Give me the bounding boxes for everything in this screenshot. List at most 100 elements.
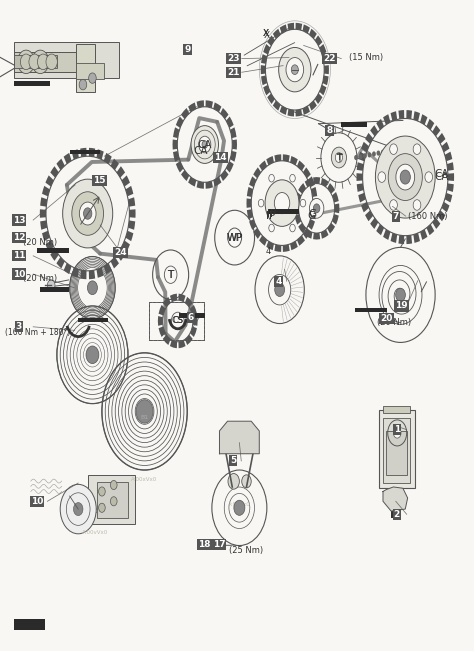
Polygon shape xyxy=(313,233,320,240)
Polygon shape xyxy=(261,65,265,74)
Polygon shape xyxy=(322,54,328,64)
Circle shape xyxy=(310,199,324,218)
Polygon shape xyxy=(128,221,135,230)
Polygon shape xyxy=(376,119,384,130)
Circle shape xyxy=(396,288,405,301)
Circle shape xyxy=(89,73,96,83)
Polygon shape xyxy=(72,149,79,159)
Polygon shape xyxy=(89,270,95,279)
Polygon shape xyxy=(170,340,177,348)
Circle shape xyxy=(209,202,260,273)
Polygon shape xyxy=(129,209,136,218)
Circle shape xyxy=(335,152,343,163)
Polygon shape xyxy=(267,35,275,46)
Polygon shape xyxy=(220,170,228,181)
Circle shape xyxy=(263,25,327,114)
Polygon shape xyxy=(361,142,369,152)
Polygon shape xyxy=(163,335,171,345)
Bar xyxy=(149,302,204,340)
Text: 2: 2 xyxy=(393,510,400,519)
Circle shape xyxy=(258,20,331,120)
Text: 7: 7 xyxy=(392,212,399,221)
Text: 8: 8 xyxy=(326,126,333,135)
Polygon shape xyxy=(159,305,165,315)
Circle shape xyxy=(269,224,274,232)
Polygon shape xyxy=(110,257,119,268)
Text: IP: IP xyxy=(265,211,275,221)
Circle shape xyxy=(99,503,105,512)
Circle shape xyxy=(205,460,274,555)
Text: (15 Nm): (15 Nm) xyxy=(349,53,383,62)
Circle shape xyxy=(86,346,99,363)
Polygon shape xyxy=(267,93,275,104)
Polygon shape xyxy=(80,148,87,157)
Circle shape xyxy=(290,224,295,232)
Text: B1: B1 xyxy=(140,415,149,421)
Circle shape xyxy=(359,154,363,159)
Text: 23: 23 xyxy=(227,54,239,63)
Circle shape xyxy=(290,174,295,182)
Polygon shape xyxy=(447,162,454,171)
Bar xyxy=(386,431,407,475)
Bar xyxy=(14,619,45,630)
Text: (20 Nm): (20 Nm) xyxy=(23,274,57,283)
Polygon shape xyxy=(173,128,180,138)
Text: 24: 24 xyxy=(115,248,127,257)
Polygon shape xyxy=(294,214,301,225)
Bar xyxy=(40,287,69,292)
Polygon shape xyxy=(406,235,412,244)
Text: CS: CS xyxy=(172,316,184,326)
Circle shape xyxy=(174,103,235,186)
Circle shape xyxy=(99,487,105,496)
Polygon shape xyxy=(391,111,397,121)
Bar xyxy=(37,248,69,253)
Polygon shape xyxy=(311,209,317,219)
Circle shape xyxy=(38,146,137,281)
Text: WP: WP xyxy=(227,232,242,243)
Polygon shape xyxy=(399,235,404,244)
Circle shape xyxy=(248,157,316,249)
Polygon shape xyxy=(327,183,335,194)
Circle shape xyxy=(403,145,407,150)
Polygon shape xyxy=(42,230,50,241)
Text: (25 Nm): (25 Nm) xyxy=(229,546,264,555)
Polygon shape xyxy=(361,202,369,212)
Text: A:00vVx0: A:00vVx0 xyxy=(82,530,108,535)
Circle shape xyxy=(313,204,320,213)
Bar xyxy=(391,511,401,518)
Polygon shape xyxy=(159,327,165,337)
Circle shape xyxy=(50,296,135,413)
Circle shape xyxy=(147,242,194,307)
Polygon shape xyxy=(308,219,315,230)
Polygon shape xyxy=(173,139,177,150)
Polygon shape xyxy=(64,153,72,164)
Polygon shape xyxy=(313,199,318,208)
Polygon shape xyxy=(266,156,274,165)
Polygon shape xyxy=(365,210,373,221)
Polygon shape xyxy=(445,152,452,161)
Polygon shape xyxy=(302,106,310,115)
Polygon shape xyxy=(128,197,135,206)
Polygon shape xyxy=(110,159,119,170)
Text: 9: 9 xyxy=(184,45,191,54)
Polygon shape xyxy=(370,125,378,136)
Polygon shape xyxy=(206,181,213,189)
Polygon shape xyxy=(295,23,302,30)
Text: 5: 5 xyxy=(230,456,237,465)
Polygon shape xyxy=(280,25,287,33)
Polygon shape xyxy=(309,29,317,39)
Polygon shape xyxy=(261,76,267,85)
Text: CA: CA xyxy=(434,172,449,182)
Polygon shape xyxy=(274,244,281,252)
Circle shape xyxy=(316,126,362,189)
Polygon shape xyxy=(249,176,256,187)
Circle shape xyxy=(172,312,184,329)
Polygon shape xyxy=(247,187,253,197)
Text: CA: CA xyxy=(434,169,449,179)
Polygon shape xyxy=(266,241,274,250)
Polygon shape xyxy=(246,199,251,208)
Circle shape xyxy=(110,497,117,506)
Polygon shape xyxy=(181,170,189,181)
Bar xyxy=(355,308,387,312)
Circle shape xyxy=(396,164,415,190)
